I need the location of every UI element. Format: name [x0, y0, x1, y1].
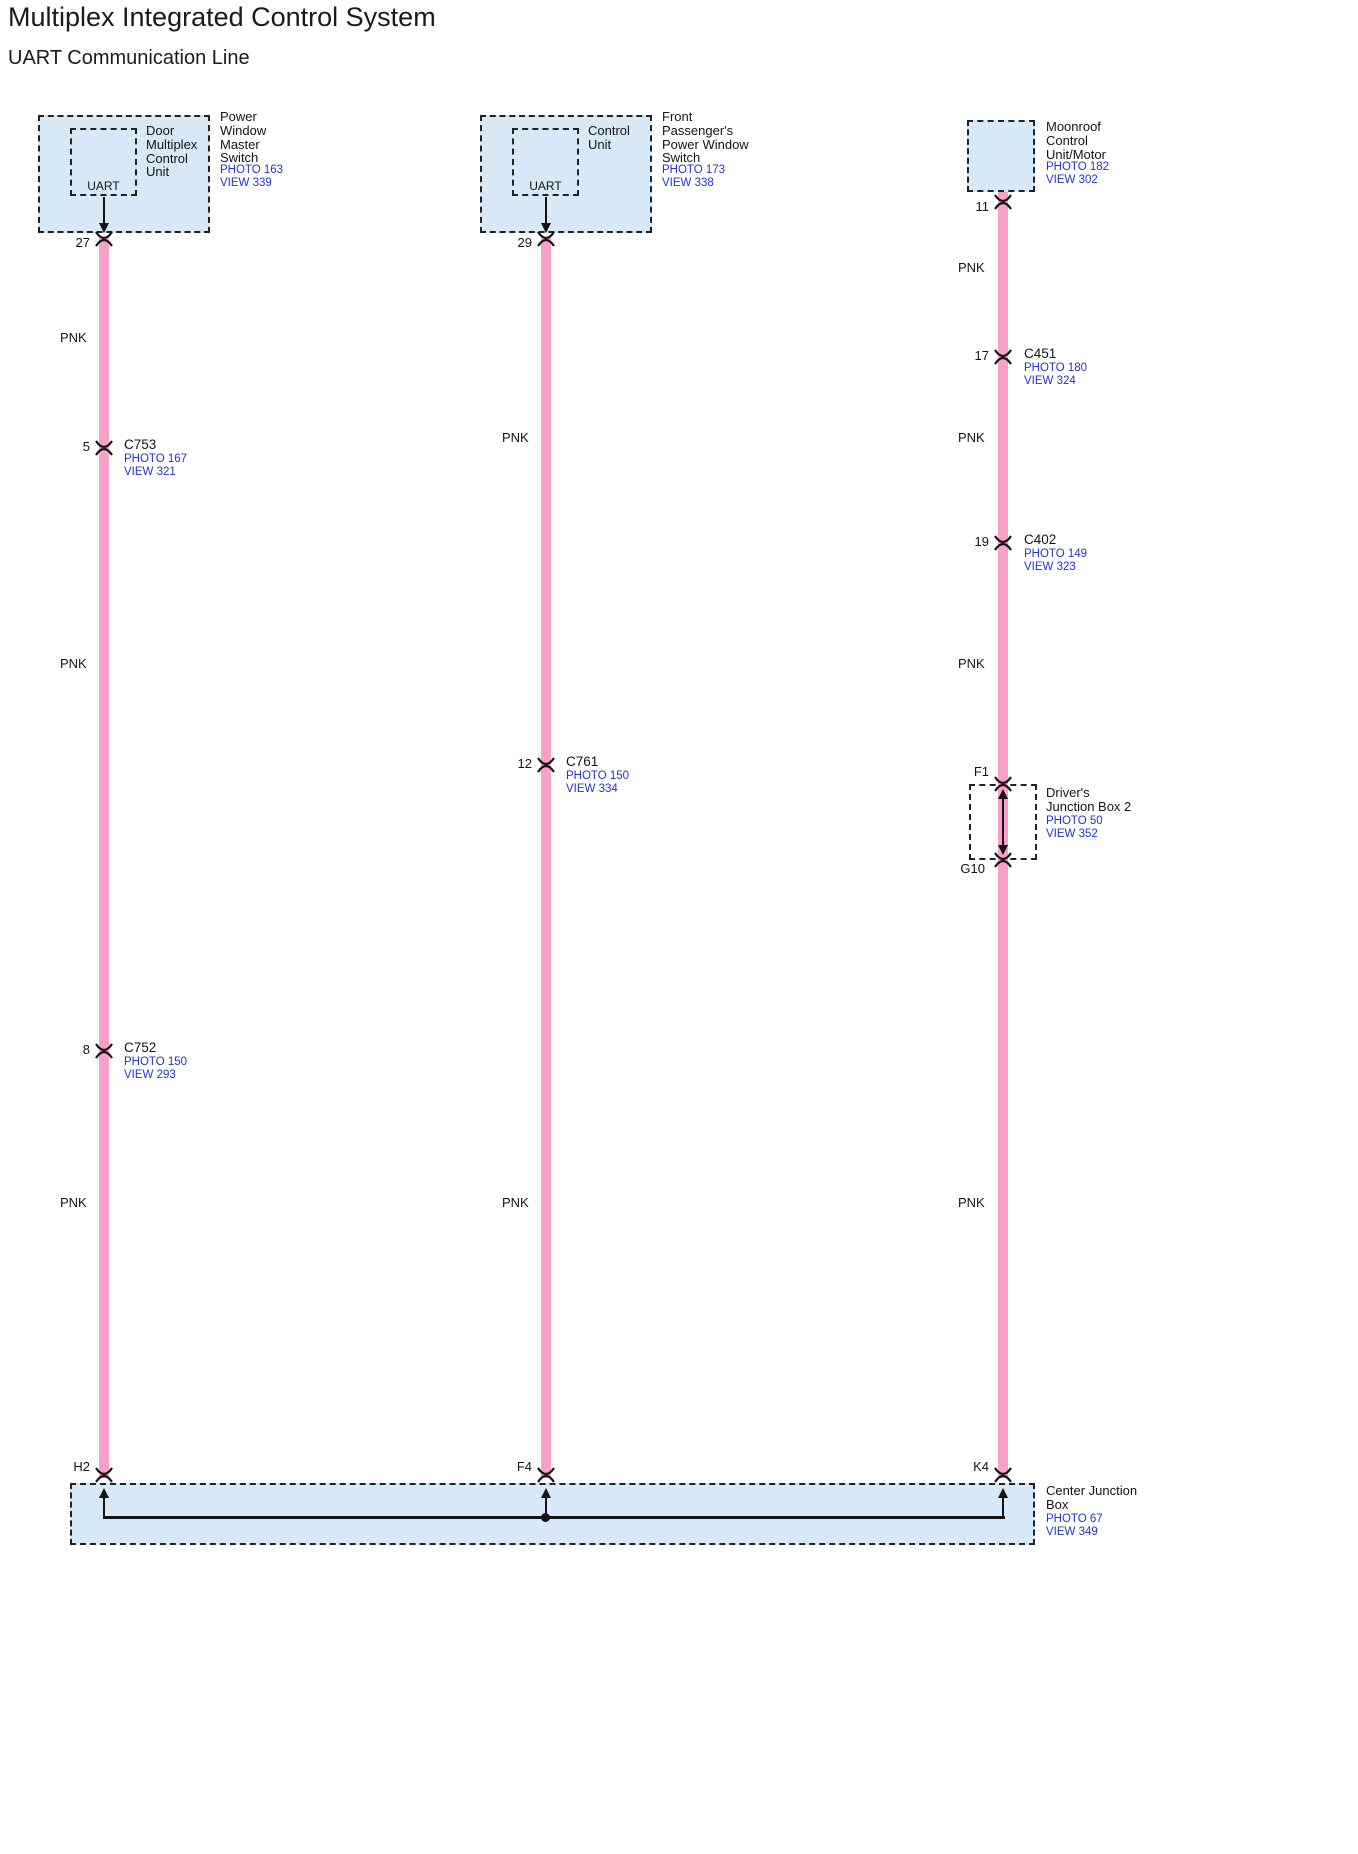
connector-symbol: [95, 440, 113, 456]
connector-symbol: [994, 349, 1012, 365]
wire-color-label: PNK: [502, 1195, 529, 1210]
connector-symbol: [537, 757, 555, 773]
pin-label: K4: [973, 1459, 989, 1474]
moonroof-control-unit-box: [967, 120, 1035, 192]
page-subtitle: UART Communication Line: [8, 47, 250, 69]
wire-color-label: PNK: [60, 1195, 87, 1210]
view-link[interactable]: VIEW 324: [1024, 375, 1076, 387]
view-link[interactable]: VIEW 321: [124, 466, 176, 478]
connector-name: C451: [1024, 346, 1057, 361]
photo-link[interactable]: PHOTO 167: [124, 453, 188, 465]
view-link[interactable]: VIEW 334: [566, 783, 618, 795]
pin-label: 12: [517, 756, 532, 771]
wire-color-label: PNK: [502, 430, 529, 445]
view-link[interactable]: VIEW 293: [124, 1069, 176, 1081]
pin-label: G10: [960, 861, 985, 876]
wire-color-label: PNK: [958, 430, 985, 445]
connector-name: C402: [1024, 532, 1057, 547]
connector-symbol: [994, 1467, 1012, 1483]
connector-name: C753: [124, 437, 157, 452]
connector-symbol: [95, 231, 113, 247]
center-junction-box: [70, 1483, 1035, 1545]
component-side-label: Front Passenger's Power Window Switch: [662, 109, 749, 166]
double-arrow-icon: [998, 789, 1008, 855]
wire-color-label: PNK: [958, 260, 985, 275]
photo-link[interactable]: PHOTO 163: [220, 164, 284, 176]
page-title: Multiplex Integrated Control System: [8, 2, 436, 32]
photo-link[interactable]: PHOTO 173: [662, 164, 726, 176]
view-link[interactable]: VIEW 352: [1046, 828, 1098, 840]
photo-link[interactable]: PHOTO 149: [1024, 548, 1088, 560]
pin-label: 5: [82, 439, 90, 454]
junction-dot: [541, 1513, 550, 1522]
connector-symbol: [95, 1043, 113, 1059]
connector-symbol: [994, 535, 1012, 551]
junction-box-label: Driver's Junction Box 2: [1046, 785, 1132, 814]
photo-link[interactable]: PHOTO 150: [124, 1056, 188, 1068]
wire-color-label: PNK: [958, 1195, 985, 1210]
view-link[interactable]: VIEW 339: [220, 177, 272, 189]
component-name: Control Unit: [588, 123, 630, 152]
view-link[interactable]: VIEW 338: [662, 177, 714, 189]
arrow-up-icon: [998, 1488, 1008, 1518]
view-link[interactable]: VIEW 302: [1046, 174, 1098, 186]
uart-label: UART: [529, 179, 562, 193]
pin-label: F4: [516, 1459, 532, 1474]
pin-label: 29: [517, 235, 532, 250]
view-link[interactable]: VIEW 323: [1024, 561, 1076, 573]
pin-label: H2: [73, 1459, 90, 1474]
component-name: Door Multiplex Control Unit: [146, 123, 198, 180]
uart-wire-middle: [541, 238, 551, 1478]
photo-link[interactable]: PHOTO 180: [1024, 362, 1088, 374]
pin-label: 8: [82, 1042, 90, 1057]
connector-symbol: [537, 231, 555, 247]
bus-line: [103, 1516, 1005, 1519]
uart-inner-box-middle: [512, 128, 579, 196]
pin-label: F1: [973, 764, 989, 779]
photo-link[interactable]: PHOTO 67: [1046, 1513, 1103, 1525]
uart-label: UART: [87, 179, 120, 193]
pin-label: 19: [974, 534, 989, 549]
wire-color-label: PNK: [60, 656, 87, 671]
connector-symbol: [95, 1467, 113, 1483]
view-link[interactable]: VIEW 349: [1046, 1526, 1098, 1538]
connector-name: C752: [124, 1040, 157, 1055]
pin-label: 11: [975, 199, 990, 214]
pin-label: 27: [75, 235, 90, 250]
arrow-down-icon: [99, 197, 109, 233]
front-passenger-switch-box: [480, 115, 652, 233]
door-multiplex-control-unit-box: [38, 115, 210, 233]
photo-link[interactable]: PHOTO 50: [1046, 815, 1103, 827]
junction-box-label: Center Junction Box: [1046, 1483, 1138, 1512]
connector-name: C761: [566, 754, 599, 769]
component-side-label: Moonroof Control Unit/Motor: [1046, 119, 1106, 162]
photo-link[interactable]: PHOTO 150: [566, 770, 630, 782]
wire-color-label: PNK: [958, 656, 985, 671]
connector-symbol: [537, 1467, 555, 1483]
connector-symbol: [994, 194, 1012, 210]
connector-symbol: [994, 776, 1012, 792]
photo-link[interactable]: PHOTO 182: [1046, 161, 1110, 173]
uart-inner-box-left: [70, 128, 137, 196]
wire-color-label: PNK: [60, 330, 87, 345]
connector-symbol: [994, 852, 1012, 868]
pin-label: 17: [974, 348, 989, 363]
uart-wire-left: [99, 238, 109, 1478]
component-side-label: Power Window Master Switch: [220, 109, 267, 166]
arrow-down-icon: [541, 197, 551, 233]
arrow-up-icon: [99, 1488, 109, 1518]
